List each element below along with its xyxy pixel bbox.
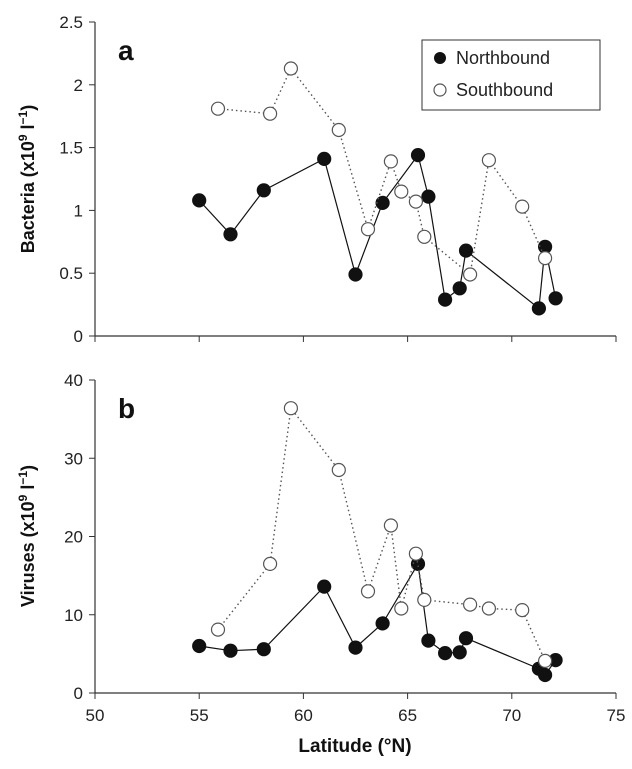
panel-a-northbound-point [438,292,453,307]
panel-a-northbound-point [410,148,426,163]
panel-a-bacteria: 0 0.5 1 1.5 2 2.5 a Bacteria (x109 l−1) North… [16,13,617,346]
panel-a-southbound-point [481,153,496,168]
panel-b-x-tick-label: 50 [86,706,105,725]
legend-northbound-marker [434,52,446,64]
panel-b-viruses: 0 10 20 30 40 50 55 60 65 70 75 b Viruses (x109 l… [16,371,625,757]
panel-b-x-tick-label: 60 [294,706,313,725]
panel-a-southbound-point [360,222,376,237]
panel-b-northbound-point [452,645,467,660]
panel-a-northbound-point [531,301,547,316]
panel-b-northbound-point [438,645,453,661]
panel-a-y-tick-label: 2.5 [59,13,83,32]
panel-a-y-tick-label: 0.5 [59,264,83,283]
panel-b-southbound-point [515,602,530,618]
panel-b-southbound-point [263,556,278,572]
panel-a-northbound-line [198,153,557,310]
panel-a-y-ticks: 0 0.5 1 1.5 2 2.5 [59,13,95,346]
panel-b-x-tick-label: 65 [398,706,417,725]
panel-a-y-tick-label: 1 [74,201,83,220]
panel-b-southbound-point [537,653,553,669]
panel-a-series [192,61,563,316]
panel-b-southbound-point [210,622,226,637]
panel-b-southbound-point [283,401,298,416]
panel-a-y-tick-label: 0 [74,327,83,346]
panel-a-northbound-point [452,281,467,296]
panel-b-y-tick-label: 30 [64,449,83,468]
panel-b-y-tick-label: 10 [64,606,83,625]
panel-a-x-ticks [94,336,617,342]
panel-b-northbound-point [421,633,436,648]
legend-southbound-marker [433,83,447,97]
panel-b-y-ticks: 0 10 20 30 40 [64,371,95,703]
panel-a-northbound-point [458,243,474,258]
panel-a-southbound-point [210,101,226,116]
panel-b-y-tick-label: 20 [64,528,83,547]
panel-b-southbound-point [383,518,398,533]
panel-b-northbound-point [223,643,238,658]
panel-a-letter: a [118,35,134,66]
legend-northbound-label: Northbound [456,48,550,68]
panel-b-southbound-point [331,462,346,478]
panel-b-y-tick-label: 0 [74,684,83,703]
panel-b-y-label: Viruses (x109 l−1) [16,465,38,607]
panel-a-southbound-point [283,61,298,76]
panel-b-x-ticks: 50 55 60 65 70 75 [86,693,626,725]
panel-b-northbound-point [537,667,553,683]
panel-a-southbound-point [463,267,478,282]
panel-b-series [192,401,563,683]
panel-b-y-tick-label: 40 [64,371,83,390]
panel-b-northbound-point [458,631,474,646]
panel-a-northbound-point [223,227,238,242]
legend: Northbound Southbound [421,39,601,111]
panel-b-x-tick-label: 75 [607,706,626,725]
panel-b-northbound-point [256,642,271,657]
panel-a-northbound-point [192,193,207,208]
panel-b-southbound-point [481,601,496,616]
panel-b-southbound-point [417,592,432,608]
panel-b-southbound-point [463,597,478,612]
panel-b-northbound-point [192,638,207,654]
panel-a-y-tick-label: 2 [74,76,83,95]
panel-a-northbound-point [256,183,271,198]
panel-a-southbound-point [537,251,553,266]
panel-b-southbound-point [360,584,376,599]
panel-b-x-tick-label: 55 [190,706,209,725]
panel-a-northbound-point [375,195,390,210]
panel-b-x-tick-label: 70 [502,706,521,725]
panel-a-southbound-point [331,122,346,138]
panel-b-northbound-point [348,640,363,655]
x-axis-label: Latitude (°N) [298,736,411,757]
panel-b-northbound-point [375,616,390,631]
legend-box [421,39,601,111]
panel-a-southbound-point [408,194,423,209]
panel-b-letter: b [118,393,135,424]
panel-a-y-label: Bacteria (x109 l−1) [16,105,38,253]
panel-a-southbound-point [263,106,278,121]
panel-a-southbound-point [417,229,432,244]
legend-southbound-label: Southbound [456,80,553,100]
panel-a-southbound-point [383,154,398,169]
panel-a-southbound-point [394,184,409,199]
panel-b-southbound-point [394,601,409,616]
panel-b-southbound-point [408,546,423,561]
panel-a-southbound-point [515,199,530,214]
panel-a-y-tick-label: 1.5 [59,139,83,158]
panel-a-northbound-point [548,291,563,306]
panel-a-northbound-point [348,267,363,282]
panel-b-northbound-point [317,579,332,594]
panel-a-northbound-point [421,189,436,204]
panel-a-northbound-point [317,151,332,166]
